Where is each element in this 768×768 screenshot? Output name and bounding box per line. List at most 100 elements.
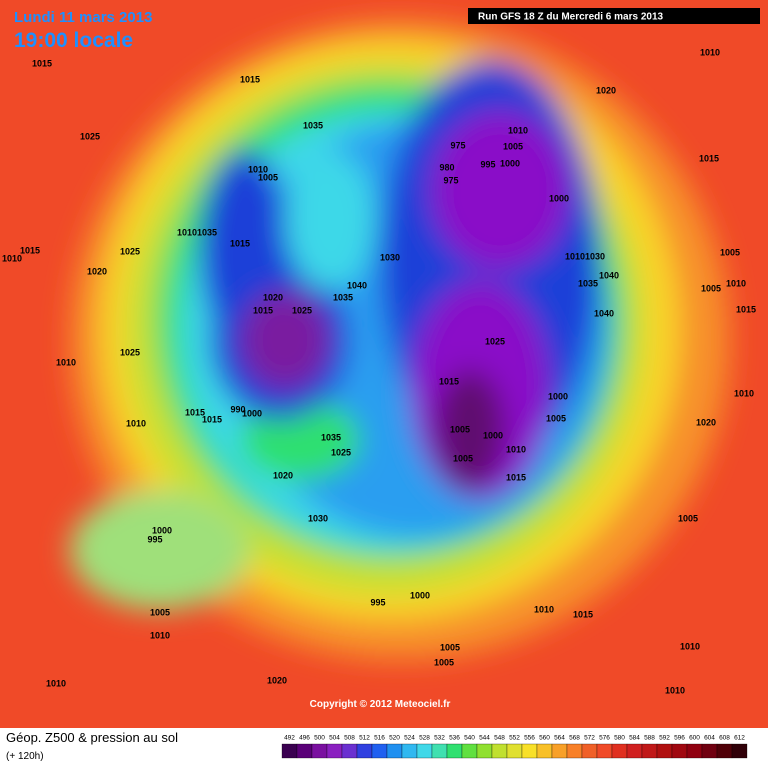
legend-swatch <box>326 743 343 759</box>
legend-swatch <box>686 743 703 759</box>
isobar-label: 1035 <box>321 432 341 442</box>
legend-swatch <box>476 743 493 759</box>
legend-swatch <box>671 743 688 759</box>
legend-label: 532 <box>434 735 445 742</box>
isobar-label: 1010 <box>534 604 554 614</box>
isobar-label: 1015 <box>253 305 273 315</box>
isobar-label: 1020 <box>273 470 293 480</box>
isobar-label: 1015 <box>439 376 459 386</box>
legend-swatch <box>461 743 478 759</box>
legend-label: 572 <box>584 735 595 742</box>
legend-swatch <box>311 743 328 759</box>
legend-swatch <box>521 743 538 759</box>
isobar-label: 1010 <box>700 47 720 57</box>
isobar-label: 1010 <box>177 227 197 237</box>
isobar-label: 1005 <box>701 283 721 293</box>
isobar-label: 1035 <box>197 227 217 237</box>
legend-label: 548 <box>494 735 505 742</box>
isobar-label: 1010 <box>56 357 76 367</box>
legend-label: 592 <box>659 735 670 742</box>
legend-label: 580 <box>614 735 625 742</box>
isobar-label: 1000 <box>152 525 172 535</box>
isobar-label: 1015 <box>699 153 719 163</box>
legend-label: 524 <box>404 735 415 742</box>
legend-label: 576 <box>599 735 610 742</box>
legend-swatch <box>656 743 673 759</box>
isobar-label: 1030 <box>380 252 400 262</box>
isobar-label: 1025 <box>80 131 100 141</box>
isobar-label: 1015 <box>32 58 52 68</box>
isobar-label: 1025 <box>485 336 505 346</box>
legend-label: 536 <box>449 735 460 742</box>
legend-swatch <box>716 743 733 759</box>
run-box <box>468 8 760 24</box>
isobar-label: 1005 <box>150 607 170 617</box>
isobar-label: 1005 <box>546 413 566 423</box>
isobar-label: 1000 <box>242 408 262 418</box>
legend-label: 496 <box>299 735 310 742</box>
isobar-label: 1005 <box>453 453 473 463</box>
isobar-label: 980 <box>439 162 454 172</box>
isobar-label: 1015 <box>185 407 205 417</box>
isobar-label: 1010 <box>665 685 685 695</box>
isobar-label: 1000 <box>500 158 520 168</box>
isobar-label: 1010 <box>565 251 585 261</box>
isobar-label: 1005 <box>450 424 470 434</box>
isobar-label: 1015 <box>202 414 222 424</box>
isobar-label: 1040 <box>599 270 619 280</box>
isobar-label: 1025 <box>331 447 351 457</box>
legend-swatch <box>551 743 568 759</box>
legend-label: 528 <box>419 735 430 742</box>
run-info: Run GFS 18 Z du Mercredi 6 mars 2013 <box>478 12 664 23</box>
legend: 492 496 500 504 508 512 516 520 524 528 532 536 540 5… <box>281 735 748 759</box>
isobar-label: 1010 <box>508 125 528 135</box>
legend-label: 508 <box>344 735 355 742</box>
isobar-label: 1025 <box>120 246 140 256</box>
footer-subtitle: (+ 120h) <box>6 751 44 762</box>
legend-swatch <box>506 743 523 759</box>
isobar-label: 1010 <box>46 678 66 688</box>
isobar-label: 1020 <box>267 675 287 685</box>
legend-label: 540 <box>464 735 475 742</box>
isobar-label: 1005 <box>503 141 523 151</box>
isobar-label: 1020 <box>596 85 616 95</box>
legend-label: 492 <box>284 735 295 742</box>
footer-title: Géop. Z500 & pression au sol <box>6 730 178 745</box>
isobar-label: 1000 <box>548 391 568 401</box>
legend-swatch <box>371 743 388 759</box>
isobar-label: 1005 <box>678 513 698 523</box>
copyright: Copyright © 2012 Meteociel.fr <box>310 699 451 710</box>
legend-swatch <box>581 743 598 759</box>
legend-swatch <box>566 743 583 759</box>
legend-swatch <box>386 743 403 759</box>
date-title: Lundi 11 mars 2013 <box>14 9 152 26</box>
isobar-label: 995 <box>370 597 385 607</box>
legend-label: 504 <box>329 735 340 742</box>
legend-label: 500 <box>314 735 325 742</box>
isobar-label: 1035 <box>303 120 323 130</box>
isobar-label: 1010 <box>506 444 526 454</box>
legend-label: 608 <box>719 735 730 742</box>
isobar-label: 1015 <box>20 245 40 255</box>
isobar-label: 1015 <box>240 74 260 84</box>
isobar-label: 1000 <box>410 590 430 600</box>
isobar-label: 1030 <box>585 251 605 261</box>
legend-swatch <box>491 743 508 759</box>
isobar-label: 1025 <box>292 305 312 315</box>
legend-swatch <box>446 743 463 759</box>
legend-swatch <box>356 743 373 759</box>
legend-swatch <box>611 743 628 759</box>
legend-label: 520 <box>389 735 400 742</box>
legend-swatch <box>701 743 718 759</box>
legend-label: 588 <box>644 735 655 742</box>
legend-label: 556 <box>524 735 535 742</box>
isobar-label: 1010 <box>126 418 146 428</box>
legend-swatch <box>431 743 448 759</box>
legend-label: 516 <box>374 735 385 742</box>
isobar-label: 1040 <box>594 308 614 318</box>
isobar-label: 1005 <box>434 657 454 667</box>
legend-swatch <box>401 743 418 759</box>
